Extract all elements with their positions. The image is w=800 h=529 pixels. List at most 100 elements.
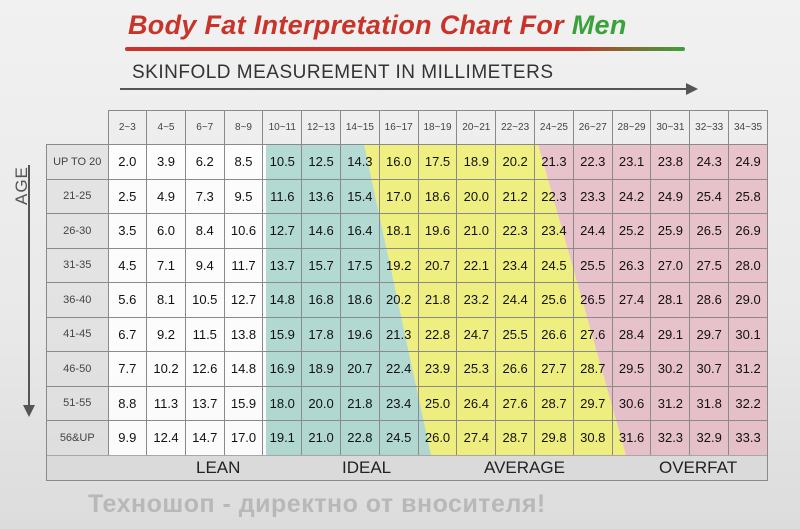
body-fat-value: 23.2 — [456, 282, 497, 318]
body-fat-value: 3.9 — [146, 144, 186, 180]
body-fat-value: 3.5 — [107, 213, 148, 249]
body-fat-value: 11.3 — [146, 385, 186, 421]
x-axis-label: SKINFOLD MEASUREMENT IN MILLIMETERS — [132, 62, 554, 83]
column-header: 32~33 — [689, 110, 730, 145]
body-fat-value: 8.5 — [223, 144, 264, 180]
body-fat-value: 28.6 — [689, 282, 730, 318]
body-fat-value: 25.2 — [611, 213, 652, 249]
body-fat-value: 8.8 — [107, 385, 148, 421]
body-fat-value: 18.0 — [262, 385, 303, 421]
body-fat-value: 12.5 — [301, 144, 341, 180]
column-header: 6~7 — [184, 110, 225, 145]
body-fat-value: 7.3 — [184, 178, 225, 214]
chart-title-main: Body Fat Interpretation Chart For — [128, 10, 572, 40]
body-fat-value: 15.7 — [301, 247, 341, 283]
body-fat-value: 25.5 — [495, 316, 536, 352]
body-fat-value: 19.2 — [378, 247, 419, 283]
body-fat-value: 12.7 — [223, 282, 264, 318]
table-row: 46-50 7.7 10.2 12.6 14.8 16.9 18.9 20.7 22.4 23.9… — [46, 351, 768, 387]
body-fat-value: 18.9 — [456, 144, 497, 180]
body-fat-value: 20.2 — [378, 282, 419, 318]
age-group-label: 21-25 — [46, 178, 109, 214]
body-fat-value: 19.6 — [417, 213, 458, 249]
body-fat-value: 6.0 — [146, 213, 186, 249]
body-fat-value: 23.9 — [417, 351, 458, 387]
body-fat-value: 8.1 — [146, 282, 186, 318]
body-fat-value: 26.6 — [495, 351, 536, 387]
chart-title: Body Fat Interpretation Chart For Men — [128, 10, 627, 41]
body-fat-value: 24.2 — [611, 178, 652, 214]
body-fat-value: 27.0 — [650, 247, 691, 283]
body-fat-value: 23.4 — [495, 247, 536, 283]
table-row: 56&UP 9.9 12.4 14.7 17.0 19.1 21.0 22.8 24.5 26.0… — [46, 420, 768, 456]
body-fat-value: 25.8 — [728, 178, 768, 214]
category-overfat: OVERFAT — [659, 458, 738, 477]
table-row: 26-30 3.5 6.0 8.4 10.6 12.7 14.6 16.4 18.1 19.6 21… — [46, 213, 768, 249]
body-fat-value: 25.5 — [572, 247, 613, 283]
body-fat-value: 23.3 — [572, 178, 613, 214]
chart-table: 2~3 4~5 6~7 8~9 10~11 12~13 14~15 16~17 18~19 20~… — [46, 110, 768, 456]
age-group-label: UP TO 20 — [46, 144, 109, 180]
body-fat-value: 10.5 — [262, 144, 303, 180]
body-fat-value: 18.1 — [378, 213, 419, 249]
table-row: 36-40 5.6 8.1 10.5 12.7 14.8 16.8 18.6 20.2 21.8 2… — [46, 282, 768, 318]
age-group-label: 31-35 — [46, 247, 109, 283]
body-fat-value: 18.9 — [301, 351, 341, 387]
body-fat-value: 17.5 — [417, 144, 458, 180]
body-fat-value: 26.5 — [689, 213, 730, 249]
table-row: UP TO 20 2.0 3.9 6.2 8.5 10.5 12.5 14.3 16.0 17.5… — [46, 144, 768, 180]
body-fat-value: 29.7 — [572, 385, 613, 421]
column-header: 10~11 — [262, 110, 303, 145]
body-fat-value: 26.3 — [611, 247, 652, 283]
body-fat-value: 29.8 — [534, 420, 574, 456]
body-fat-value: 14.8 — [223, 351, 264, 387]
body-fat-value: 32.3 — [650, 420, 691, 456]
body-fat-value: 16.8 — [301, 282, 341, 318]
column-header: 14~15 — [339, 110, 380, 145]
body-fat-value: 5.6 — [107, 282, 148, 318]
age-group-label: 36-40 — [46, 282, 109, 318]
body-fat-value: 25.6 — [534, 282, 574, 318]
body-fat-value: 12.7 — [262, 213, 303, 249]
body-fat-value: 24.9 — [728, 144, 768, 180]
body-fat-value: 24.5 — [534, 247, 574, 283]
body-fat-value: 21.3 — [534, 144, 574, 180]
body-fat-value: 10.6 — [223, 213, 264, 249]
body-fat-value: 27.7 — [534, 351, 574, 387]
body-fat-value: 4.9 — [146, 178, 186, 214]
body-fat-value: 30.6 — [611, 385, 652, 421]
table-row: 31-35 4.5 7.1 9.4 11.7 13.7 15.7 17.5 19.2 20.7 22… — [46, 247, 768, 283]
body-fat-value: 11.5 — [184, 316, 225, 352]
body-fat-value: 27.6 — [495, 385, 536, 421]
body-fat-value: 23.4 — [534, 213, 574, 249]
body-fat-value: 9.5 — [223, 178, 264, 214]
body-fat-value: 31.6 — [611, 420, 652, 456]
body-fat-value: 13.6 — [301, 178, 341, 214]
body-fat-value: 16.0 — [378, 144, 419, 180]
body-fat-value: 12.4 — [146, 420, 186, 456]
body-fat-value: 14.7 — [184, 420, 225, 456]
body-fat-value: 27.4 — [611, 282, 652, 318]
body-fat-value: 30.8 — [572, 420, 613, 456]
body-fat-value: 26.6 — [534, 316, 574, 352]
body-fat-value: 9.4 — [184, 247, 225, 283]
column-header: 20~21 — [456, 110, 497, 145]
body-fat-value: 12.6 — [184, 351, 225, 387]
body-fat-value: 25.9 — [650, 213, 691, 249]
chart-body: UP TO 20 2.0 3.9 6.2 8.5 10.5 12.5 14.3 16.0 17.5… — [46, 144, 768, 456]
body-fat-value: 15.9 — [262, 316, 303, 352]
body-fat-value: 26.4 — [456, 385, 497, 421]
body-fat-value: 7.7 — [107, 351, 148, 387]
age-group-label: 51-55 — [46, 385, 109, 421]
body-fat-value: 31.2 — [650, 385, 691, 421]
body-fat-value: 22.1 — [456, 247, 497, 283]
column-header: 12~13 — [301, 110, 341, 145]
column-header: 22~23 — [495, 110, 536, 145]
body-fat-value: 14.3 — [339, 144, 380, 180]
column-header: 4~5 — [146, 110, 186, 145]
age-group-label: 41-45 — [46, 316, 109, 352]
body-fat-value: 22.3 — [534, 178, 574, 214]
body-fat-value: 28.4 — [611, 316, 652, 352]
body-fat-value: 24.4 — [572, 213, 613, 249]
body-fat-chart: 2~3 4~5 6~7 8~9 10~11 12~13 14~15 16~17 18~19 20~… — [46, 110, 768, 456]
